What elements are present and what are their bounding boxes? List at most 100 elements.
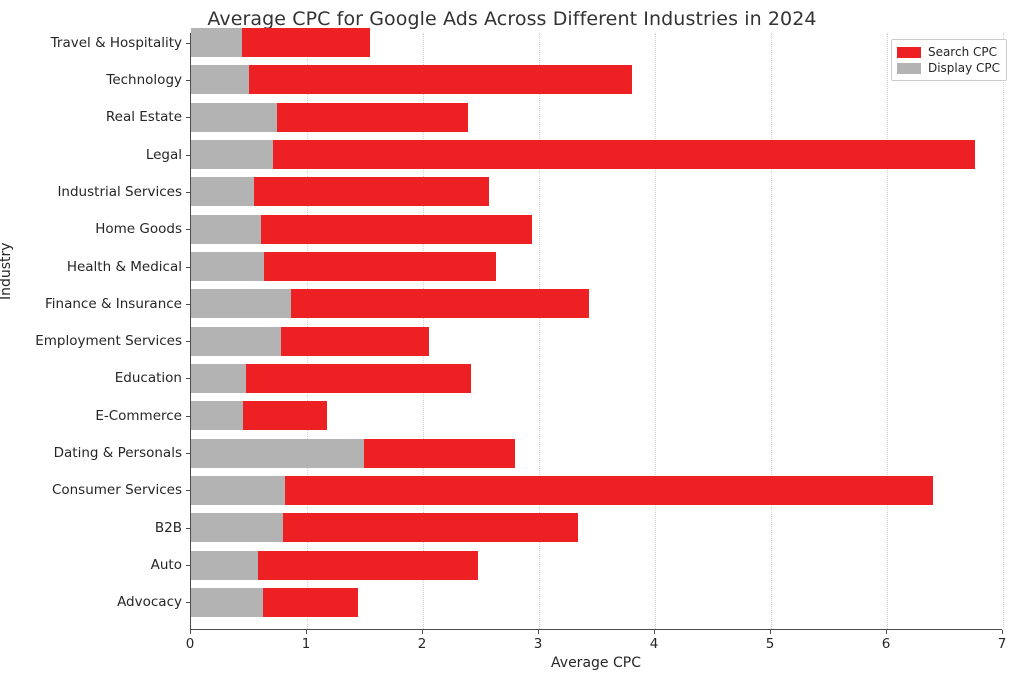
legend-label: Display CPC — [927, 61, 1000, 75]
bar-segment-search-cpc[interactable] — [245, 363, 471, 393]
y-axis-tick-label: Real Estate — [105, 109, 182, 126]
legend-item[interactable]: Search CPC — [896, 44, 1000, 60]
bar-segment-display-cpc[interactable] — [191, 326, 282, 356]
x-axis-tick-mark — [422, 630, 423, 634]
bar-segment-display-cpc[interactable] — [191, 513, 283, 543]
y-axis-tick-mark — [186, 527, 190, 529]
legend-item[interactable]: Display CPC — [896, 60, 1000, 76]
y-axis-tick-label: Auto — [150, 557, 182, 574]
bar-row[interactable] — [191, 289, 1003, 319]
bar-segment-search-cpc[interactable] — [281, 326, 429, 356]
y-axis-tick-mark — [186, 154, 190, 156]
y-axis-tick-mark — [186, 490, 190, 492]
bar-segment-search-cpc[interactable] — [276, 102, 469, 132]
bar-row[interactable] — [191, 326, 1003, 356]
y-axis-tick-mark — [186, 565, 190, 567]
bar-row[interactable] — [191, 550, 1003, 580]
x-axis-tick-mark — [654, 630, 655, 634]
bar-row[interactable] — [191, 214, 1003, 244]
bar-segment-display-cpc[interactable] — [191, 102, 277, 132]
bar-segment-search-cpc[interactable] — [260, 214, 533, 244]
bar-row[interactable] — [191, 363, 1003, 393]
bar-row[interactable] — [191, 475, 1003, 505]
x-axis-tick-label: 7 — [997, 636, 1007, 652]
bar-row[interactable] — [191, 438, 1003, 468]
y-axis-tick-mark — [186, 341, 190, 343]
y-axis-tick-mark — [186, 303, 190, 305]
bar-segment-display-cpc[interactable] — [191, 140, 274, 170]
bar-segment-search-cpc[interactable] — [262, 587, 359, 617]
x-axis-title: Average CPC — [551, 655, 641, 671]
x-axis-tick-mark — [770, 630, 771, 634]
y-axis-tick-label: Employment Services — [35, 333, 182, 350]
y-axis-tick-label: Advocacy — [117, 594, 182, 611]
bar-segment-search-cpc[interactable] — [249, 65, 632, 95]
y-axis-tick-mark — [186, 266, 190, 268]
gridline — [1003, 33, 1004, 629]
bar-row[interactable] — [191, 177, 1003, 207]
x-axis-tick-mark — [1002, 630, 1003, 634]
y-axis-tick-mark — [186, 229, 190, 231]
x-axis-tick-mark — [538, 630, 539, 634]
y-axis-tick-mark — [186, 42, 190, 44]
y-axis-tick-label: Consumer Services — [51, 482, 182, 499]
x-axis-tick-mark — [190, 630, 191, 634]
y-axis-tick-label: Home Goods — [95, 221, 182, 238]
bar-segment-search-cpc[interactable] — [290, 289, 589, 319]
bar-segment-search-cpc[interactable] — [258, 550, 478, 580]
bar-segment-display-cpc[interactable] — [191, 401, 244, 431]
y-axis-tick-mark — [186, 79, 190, 81]
bar-row[interactable] — [191, 65, 1003, 95]
legend-swatch-display-icon — [896, 62, 921, 74]
y-axis-tick-label: Technology — [106, 71, 182, 88]
gridline — [887, 33, 888, 629]
legend-label: Search CPC — [927, 45, 997, 59]
y-axis-tick-label: Health & Medical — [66, 258, 182, 275]
bar-row[interactable] — [191, 401, 1003, 431]
bar-segment-display-cpc[interactable] — [191, 65, 249, 95]
bar-segment-display-cpc[interactable] — [191, 438, 364, 468]
bar-segment-display-cpc[interactable] — [191, 177, 254, 207]
bar-segment-search-cpc[interactable] — [282, 513, 579, 543]
y-axis-tick-mark — [186, 117, 190, 119]
bar-row[interactable] — [191, 102, 1003, 132]
y-axis-tick-mark — [186, 415, 190, 417]
gridline — [655, 33, 656, 629]
legend-swatch-search-icon — [896, 46, 921, 58]
bar-segment-search-cpc[interactable] — [253, 177, 490, 207]
x-axis-tick-label: 1 — [301, 636, 311, 652]
bar-segment-search-cpc[interactable] — [284, 475, 934, 505]
x-axis-tick-label: 0 — [185, 636, 195, 652]
bar-segment-display-cpc[interactable] — [191, 587, 263, 617]
bar-segment-display-cpc[interactable] — [191, 289, 291, 319]
bar-row[interactable] — [191, 513, 1003, 543]
bar-row[interactable] — [191, 28, 1003, 58]
bar-segment-display-cpc[interactable] — [191, 475, 285, 505]
y-axis-tick-label: B2B — [154, 519, 182, 536]
y-axis-tick-mark — [186, 191, 190, 193]
bar-segment-display-cpc[interactable] — [191, 214, 261, 244]
chart-title: Average CPC for Google Ads Across Differ… — [207, 8, 817, 30]
bar-segment-search-cpc[interactable] — [264, 252, 497, 282]
bar-row[interactable] — [191, 252, 1003, 282]
bar-segment-display-cpc[interactable] — [191, 252, 265, 282]
bar-segment-display-cpc[interactable] — [191, 550, 259, 580]
bar-segment-search-cpc[interactable] — [273, 140, 976, 170]
y-axis-tick-mark — [186, 378, 190, 380]
chart-legend: Search CPC Display CPC — [890, 39, 1007, 81]
bar-segment-search-cpc[interactable] — [363, 438, 515, 468]
x-axis-tick-label: 2 — [417, 636, 427, 652]
x-axis-tick-label: 4 — [649, 636, 659, 652]
y-axis-tick-mark — [186, 453, 190, 455]
bar-segment-search-cpc[interactable] — [243, 401, 327, 431]
x-axis-tick-label: 5 — [765, 636, 775, 652]
plot-area — [190, 28, 1004, 630]
bar-segment-display-cpc[interactable] — [191, 28, 243, 58]
bar-segment-display-cpc[interactable] — [191, 363, 246, 393]
y-axis-tick-label: Education — [114, 370, 182, 387]
gridline — [771, 33, 772, 629]
bar-row[interactable] — [191, 140, 1003, 170]
y-axis-tick-label: Dating & Personals — [53, 445, 182, 462]
bar-segment-search-cpc[interactable] — [242, 28, 370, 58]
bar-row[interactable] — [191, 587, 1003, 617]
